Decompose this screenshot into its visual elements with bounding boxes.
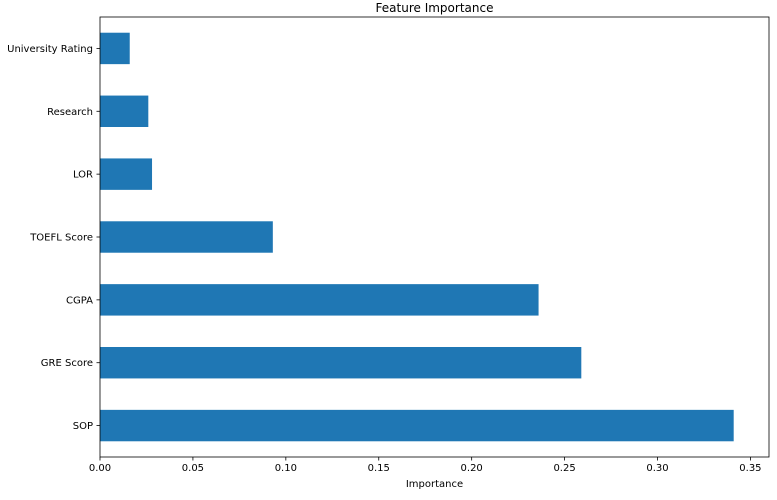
y-tick-label-cgpa: CGPA: [66, 295, 93, 306]
x-tick-label-0: 0.00: [89, 463, 111, 474]
y-tick-label-university-rating: University Rating: [7, 44, 93, 55]
bar-research: [100, 95, 149, 127]
y-tick-label-research: Research: [47, 107, 93, 118]
y-tick-label-gre-score: GRE Score: [41, 358, 93, 369]
y-tick-label-lor: LOR: [73, 170, 93, 181]
plot-frame: [99, 16, 770, 458]
y-tick-label-toefl-score: TOEFL Score: [29, 233, 93, 244]
x-tick-label-2: 0.10: [275, 463, 297, 474]
bars-layer: [100, 32, 734, 442]
bar-lor: [100, 158, 153, 190]
x-tick-label-7: 0.35: [739, 463, 761, 474]
x-axis-label: Importance: [406, 479, 463, 490]
y-axis-ticks: SOP GRE Score CGPA TOEFL Score LOR Research Un…: [7, 44, 100, 432]
bar-cgpa: [100, 284, 539, 316]
y-tick-label-sop: SOP: [73, 421, 93, 432]
bar-university-rating: [100, 32, 130, 65]
x-tick-label-3: 0.15: [368, 463, 390, 474]
bar-toefl-score: [100, 221, 273, 253]
x-tick-label-6: 0.30: [646, 463, 668, 474]
x-tick-label-1: 0.05: [182, 463, 204, 474]
x-axis-ticks: 0.00 0.05 0.10 0.15 0.20 0.25 0.30 0.35: [89, 457, 762, 474]
bar-gre-score: [100, 347, 582, 379]
chart-title: Feature Importance: [376, 1, 494, 15]
bar-sop: [100, 409, 734, 442]
x-tick-label-5: 0.25: [553, 463, 575, 474]
x-tick-label-4: 0.20: [461, 463, 483, 474]
